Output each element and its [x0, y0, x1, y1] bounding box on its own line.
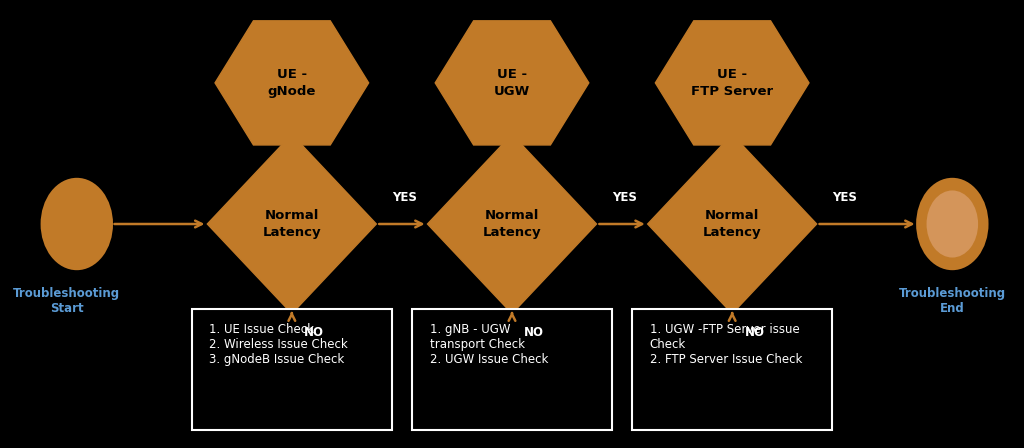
Text: Normal
Latency: Normal Latency	[262, 209, 322, 239]
Ellipse shape	[918, 179, 987, 269]
Text: YES: YES	[612, 191, 637, 204]
Text: UE -
UGW: UE - UGW	[494, 68, 530, 98]
Text: YES: YES	[391, 191, 417, 204]
Text: UE -
FTP Server: UE - FTP Server	[691, 68, 773, 98]
Text: Normal
Latency: Normal Latency	[702, 209, 762, 239]
Ellipse shape	[42, 179, 112, 269]
Ellipse shape	[925, 189, 980, 259]
Text: NO: NO	[304, 326, 325, 339]
Text: 1. gNB - UGW
transport Check
2. UGW Issue Check: 1. gNB - UGW transport Check 2. UGW Issu…	[430, 323, 548, 366]
Text: Troubleshooting
End: Troubleshooting End	[899, 287, 1006, 314]
Polygon shape	[215, 21, 369, 145]
Polygon shape	[428, 134, 596, 314]
Text: Normal
Latency: Normal Latency	[482, 209, 542, 239]
Polygon shape	[647, 134, 817, 314]
FancyBboxPatch shape	[632, 309, 831, 430]
Polygon shape	[435, 21, 589, 145]
Text: NO: NO	[744, 326, 765, 339]
Polygon shape	[655, 21, 809, 145]
Text: Troubleshooting
Start: Troubleshooting Start	[13, 287, 120, 314]
Text: 1. UGW -FTP Server issue
Check
2. FTP Server Issue Check: 1. UGW -FTP Server issue Check 2. FTP Se…	[649, 323, 802, 366]
Text: YES: YES	[831, 191, 857, 204]
FancyBboxPatch shape	[191, 309, 391, 430]
Polygon shape	[207, 134, 377, 314]
FancyBboxPatch shape	[412, 309, 611, 430]
Text: UE -
gNode: UE - gNode	[267, 68, 316, 98]
Text: NO: NO	[524, 326, 545, 339]
Text: 1. UE Issue Check
2. Wireless Issue Check
3. gNodeB Issue Check: 1. UE Issue Check 2. Wireless Issue Chec…	[209, 323, 348, 366]
